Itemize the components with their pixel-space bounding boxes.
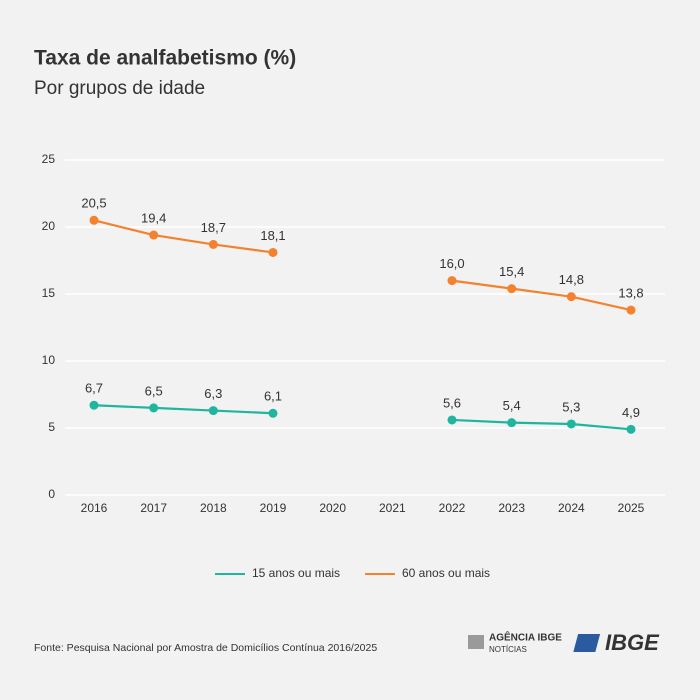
- series-line: [93, 404, 632, 431]
- logo-icon: [468, 635, 484, 649]
- x-tick-label: 2019: [260, 501, 287, 515]
- data-label: 14,8: [559, 272, 584, 287]
- data-label: 18,1: [260, 228, 285, 243]
- point: [149, 230, 159, 240]
- point: [507, 418, 517, 428]
- data-label: 6,1: [264, 389, 282, 404]
- point: [566, 419, 576, 429]
- logo-ibge: IBGE: [573, 630, 660, 655]
- data-label: 5,3: [562, 399, 580, 414]
- x-tick-label: 2023: [498, 501, 525, 515]
- point: [89, 400, 99, 410]
- point: [566, 292, 576, 302]
- data-label: 5,4: [503, 398, 521, 413]
- point: [626, 424, 636, 434]
- y-tick-label: 10: [42, 353, 56, 367]
- legend-label: 15 anos ou mais: [252, 566, 340, 580]
- source: Fonte: Pesquisa Nacional por Amostra de …: [34, 642, 377, 654]
- data-label: 6,7: [85, 381, 103, 396]
- point: [447, 276, 457, 286]
- data-label: 15,4: [499, 264, 524, 279]
- y-tick-label: 5: [48, 420, 55, 434]
- y-tick-label: 20: [42, 219, 56, 233]
- y-tick-label: 15: [42, 286, 56, 300]
- point: [208, 406, 218, 416]
- logo-icon: [573, 634, 601, 652]
- data-label: 16,0: [439, 256, 464, 271]
- y-tick-label: 25: [42, 152, 56, 166]
- point: [268, 408, 278, 418]
- x-tick-label: 2024: [558, 501, 585, 515]
- logo-agencia: AGÊNCIA IBGE NOTÍCIAS: [468, 631, 562, 654]
- legend-label: 60 anos ou mais: [402, 566, 490, 580]
- data-label: 6,3: [204, 386, 222, 401]
- point: [626, 305, 636, 315]
- data-label: 5,6: [443, 395, 461, 410]
- point: [149, 403, 159, 413]
- data-label: 6,5: [145, 383, 163, 398]
- point: [208, 239, 218, 249]
- point: [507, 284, 517, 294]
- x-tick-label: 2025: [618, 501, 645, 515]
- data-label: 13,8: [618, 286, 643, 301]
- chart-subtitle: Por grupos de idade: [34, 78, 205, 99]
- x-tick-label: 2018: [200, 501, 227, 515]
- data-label: 4,9: [622, 405, 640, 420]
- series-line: [93, 219, 632, 312]
- logo-text: AGÊNCIA IBGE: [489, 631, 562, 644]
- chart-title: Taxa de analfabetismo (%): [34, 47, 296, 70]
- data-label: 19,4: [141, 210, 166, 225]
- logo-text: NOTÍCIAS: [489, 645, 527, 654]
- x-tick-label: 2016: [81, 501, 108, 515]
- point: [447, 415, 457, 425]
- x-tick-label: 2020: [319, 501, 346, 515]
- y-tick-label: 0: [48, 487, 55, 501]
- x-tick-label: 2017: [140, 501, 167, 515]
- point: [89, 215, 99, 225]
- point: [268, 247, 278, 257]
- data-label: 18,7: [201, 220, 226, 235]
- x-tick-label: 2022: [439, 501, 466, 515]
- data-label: 20,5: [81, 196, 106, 211]
- x-tick-label: 2021: [379, 501, 406, 515]
- logo-text: IBGE: [605, 630, 660, 655]
